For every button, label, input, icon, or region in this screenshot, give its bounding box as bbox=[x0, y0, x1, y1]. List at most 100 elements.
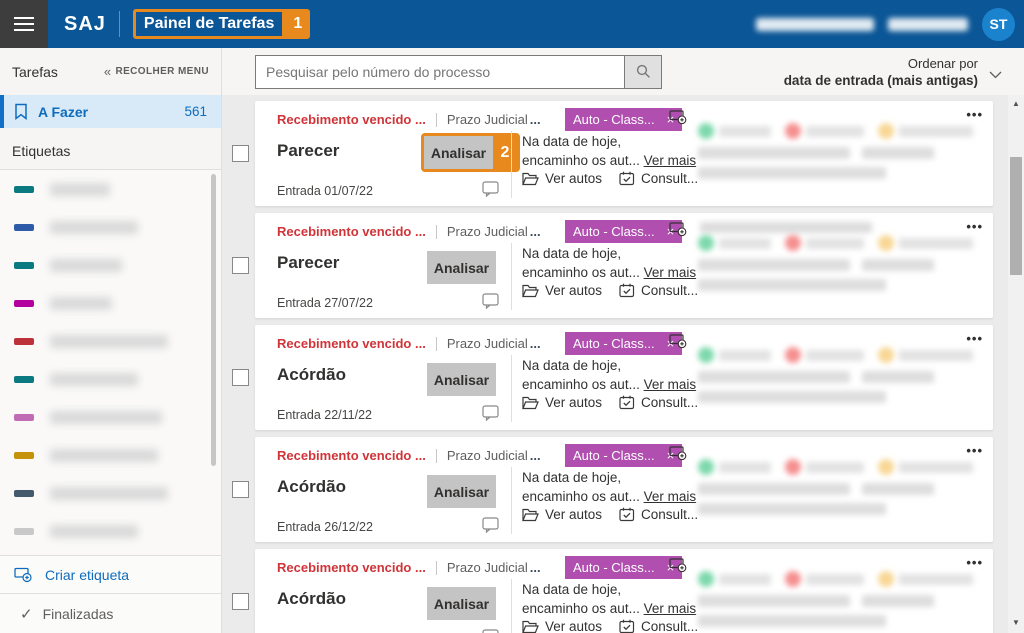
status-dot-green bbox=[698, 347, 714, 363]
hamburger-menu-icon[interactable] bbox=[0, 0, 48, 48]
ver-autos-button[interactable]: Ver autos bbox=[522, 395, 602, 410]
add-tag-icon[interactable] bbox=[669, 221, 688, 237]
tag-item[interactable] bbox=[0, 512, 221, 550]
search-input[interactable] bbox=[255, 54, 625, 89]
create-tag-button[interactable]: Criar etiqueta bbox=[0, 555, 221, 593]
calendar-check-icon bbox=[619, 507, 635, 522]
avatar[interactable]: ST bbox=[982, 7, 1015, 41]
tag-item[interactable] bbox=[0, 474, 221, 512]
ver-mais-link[interactable]: Ver mais bbox=[643, 601, 697, 616]
comment-icon[interactable] bbox=[482, 405, 499, 421]
deadline-label: Prazo Judicial... bbox=[446, 224, 541, 239]
sidebar-item-a-fazer[interactable]: A Fazer 561 bbox=[0, 95, 221, 128]
more-options-icon[interactable]: ••• bbox=[966, 331, 983, 346]
sidebar-title: Tarefas bbox=[12, 63, 58, 80]
tag-label-blurred bbox=[50, 296, 112, 310]
status-dot-red bbox=[785, 571, 801, 587]
tag-item[interactable] bbox=[0, 246, 221, 284]
blurred-process-tags bbox=[698, 347, 973, 403]
analisar-button[interactable]: Analisar bbox=[427, 475, 496, 508]
consultar-button[interactable]: Consult... bbox=[619, 507, 698, 522]
consultar-button[interactable]: Consult... bbox=[619, 395, 698, 410]
consultar-button[interactable]: Consult... bbox=[619, 171, 698, 186]
sidebar-scrollbar[interactable] bbox=[211, 174, 216, 466]
comment-icon[interactable] bbox=[482, 181, 499, 197]
deadline-label: Prazo Judicial... bbox=[446, 560, 541, 575]
more-options-icon[interactable]: ••• bbox=[966, 107, 983, 122]
ver-mais-link[interactable]: Ver mais bbox=[643, 265, 697, 280]
more-options-icon[interactable]: ••• bbox=[966, 219, 983, 234]
overdue-label: Recebimento vencido ... bbox=[277, 560, 426, 575]
more-options-icon[interactable]: ••• bbox=[966, 555, 983, 570]
blurred-process-tags bbox=[698, 235, 973, 291]
top-bar: SAJ Painel de Tarefas 1 ST bbox=[0, 0, 1024, 48]
tutorial-step-2-highlight: Analisar 2 bbox=[421, 133, 520, 172]
analisar-button[interactable]: Analisar bbox=[424, 136, 493, 169]
task-title: Acórdão bbox=[277, 477, 346, 496]
ver-mais-link[interactable]: Ver mais bbox=[643, 153, 697, 168]
tag-item[interactable] bbox=[0, 436, 221, 474]
task-checkbox[interactable] bbox=[232, 369, 249, 386]
analisar-button[interactable]: Analisar bbox=[427, 363, 496, 396]
add-tag-icon[interactable] bbox=[669, 333, 688, 349]
analisar-button[interactable]: Analisar bbox=[427, 587, 496, 620]
task-card-2: Recebimento vencido ... Prazo Judicial..… bbox=[232, 213, 993, 318]
add-tag-icon[interactable] bbox=[669, 109, 688, 125]
comment-icon[interactable] bbox=[482, 629, 499, 633]
ver-autos-button[interactable]: Ver autos bbox=[522, 619, 602, 633]
analisar-button[interactable]: Analisar bbox=[427, 251, 496, 284]
tag-list bbox=[0, 170, 221, 555]
tag-color-dash bbox=[14, 299, 34, 307]
tag-label-blurred bbox=[50, 372, 138, 386]
task-checkbox[interactable] bbox=[232, 593, 249, 610]
scroll-up-icon[interactable]: ▲ bbox=[1012, 99, 1020, 108]
tag-chip: Auto - Class... × bbox=[565, 108, 683, 131]
sort-dropdown[interactable]: Ordenar por data de entrada (mais antiga… bbox=[784, 55, 1024, 89]
tag-item[interactable] bbox=[0, 322, 221, 360]
status-dot-red bbox=[785, 459, 801, 475]
more-options-icon[interactable]: ••• bbox=[966, 443, 983, 458]
tag-item[interactable] bbox=[0, 170, 221, 208]
scrollbar-thumb[interactable] bbox=[1010, 157, 1022, 275]
ver-autos-button[interactable]: Ver autos bbox=[522, 507, 602, 522]
ver-autos-button[interactable]: Ver autos bbox=[522, 171, 602, 186]
tag-label-blurred bbox=[50, 448, 158, 462]
comment-icon[interactable] bbox=[482, 517, 499, 533]
calendar-check-icon bbox=[619, 619, 635, 633]
task-checkbox[interactable] bbox=[232, 481, 249, 498]
consultar-button[interactable]: Consult... bbox=[619, 619, 698, 633]
task-checkbox[interactable] bbox=[232, 145, 249, 162]
task-note: Na data de hoje, encaminho os aut... Ver … bbox=[522, 358, 697, 392]
status-dot-green bbox=[698, 571, 714, 587]
tag-chip: Auto - Class... × bbox=[565, 332, 683, 355]
tag-color-dash bbox=[14, 185, 34, 193]
collapse-menu-button[interactable]: « RECOLHER MENU bbox=[103, 64, 209, 79]
ver-mais-link[interactable]: Ver mais bbox=[643, 377, 697, 392]
comment-icon[interactable] bbox=[482, 293, 499, 309]
consultar-button[interactable]: Consult... bbox=[619, 283, 698, 298]
tag-item[interactable] bbox=[0, 208, 221, 246]
ver-mais-link[interactable]: Ver mais bbox=[643, 489, 697, 504]
scroll-down-icon[interactable]: ▼ bbox=[1012, 618, 1020, 627]
calendar-check-icon bbox=[619, 283, 635, 298]
tag-label-blurred bbox=[50, 182, 110, 196]
task-checkbox[interactable] bbox=[232, 257, 249, 274]
status-dot-red bbox=[785, 123, 801, 139]
add-tag-icon[interactable] bbox=[669, 445, 688, 461]
tag-item[interactable] bbox=[0, 398, 221, 436]
bookmark-icon bbox=[14, 103, 28, 120]
search-icon bbox=[636, 64, 650, 78]
ver-autos-button[interactable]: Ver autos bbox=[522, 283, 602, 298]
main-scrollbar[interactable]: ▲ ▼ bbox=[1008, 95, 1024, 633]
tag-item[interactable] bbox=[0, 360, 221, 398]
toolbar: Ordenar por data de entrada (mais antiga… bbox=[222, 48, 1024, 95]
task-note: Na data de hoje, encaminho os aut... Ver … bbox=[522, 470, 697, 504]
task-title: Parecer bbox=[277, 253, 340, 272]
blurred-process-number bbox=[700, 222, 872, 233]
sidebar-item-finalizadas[interactable]: ✓ Finalizadas bbox=[0, 593, 221, 633]
search-button[interactable] bbox=[625, 54, 662, 89]
sort-value: data de entrada (mais antigas) bbox=[783, 72, 978, 88]
tag-color-dash bbox=[14, 489, 34, 497]
add-tag-icon[interactable] bbox=[669, 557, 688, 573]
tag-item[interactable] bbox=[0, 284, 221, 322]
